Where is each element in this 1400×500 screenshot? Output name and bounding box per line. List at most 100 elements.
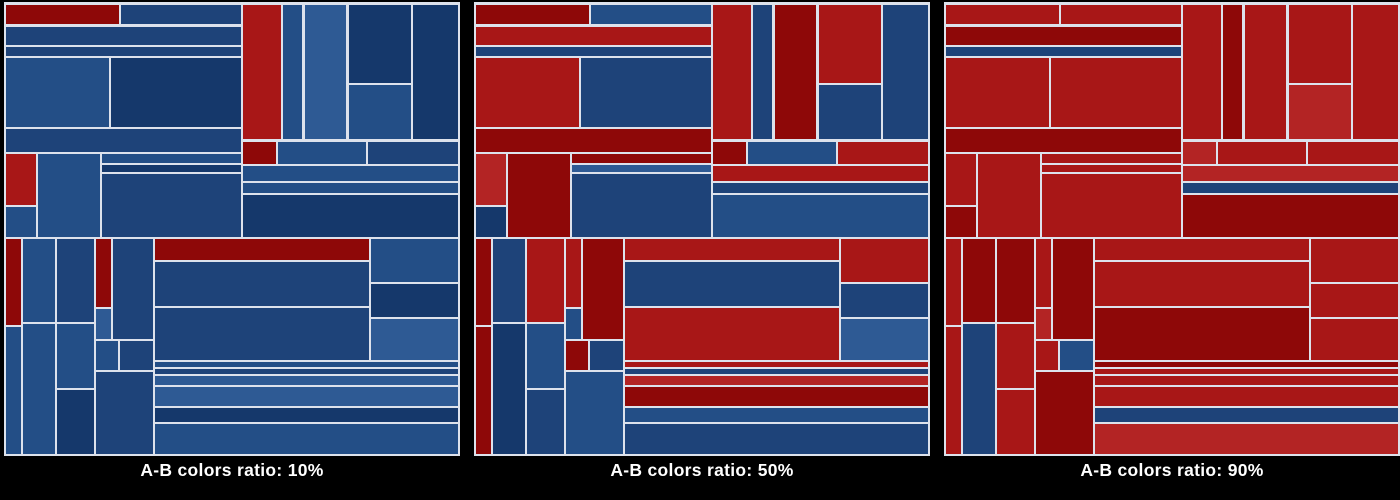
treemap-cell — [474, 325, 493, 456]
treemap-cell — [1034, 307, 1053, 341]
treemap-cell — [241, 140, 278, 166]
treemap-cell — [839, 317, 930, 362]
treemap-cell — [1309, 237, 1400, 284]
treemap-cell — [1034, 339, 1060, 372]
treemap-cell — [100, 163, 243, 174]
treemap-cell — [153, 385, 460, 408]
treemap-cell — [369, 282, 460, 319]
treemap-cell — [94, 307, 113, 341]
treemap-cell — [944, 25, 1183, 47]
panel-caption: A-B colors ratio: 50% — [610, 460, 794, 480]
treemap-cell — [1181, 181, 1400, 195]
treemap-cell — [55, 322, 96, 390]
treemap-cell — [570, 152, 713, 165]
treemap-cell — [944, 205, 978, 239]
panel-caption: A-B colors ratio: 10% — [140, 460, 324, 480]
treemap-cell — [21, 322, 57, 456]
treemap-cell — [1093, 360, 1400, 369]
treemap-cell — [579, 56, 713, 129]
treemap-cell — [1093, 367, 1400, 376]
treemap-cell — [4, 45, 243, 58]
treemap-cell — [1040, 152, 1183, 165]
treemap-cell — [4, 205, 38, 239]
treemap-cell — [711, 3, 753, 141]
treemap-cell — [153, 406, 460, 424]
treemap-cell — [109, 56, 243, 129]
treemap-cell — [1049, 56, 1183, 129]
treemap-cell — [1058, 339, 1095, 372]
treemap-cell — [564, 370, 625, 456]
treemap-cell — [525, 322, 566, 390]
treemap-cell — [474, 56, 581, 129]
treemap-cell — [4, 127, 243, 154]
treemap-cell — [4, 3, 121, 26]
treemap-cell — [525, 237, 566, 324]
treemap-cell — [1093, 385, 1400, 408]
treemap-cell — [474, 127, 713, 154]
treemap-cell — [303, 3, 348, 141]
treemap-cell — [525, 388, 566, 456]
treemap-cell — [961, 237, 997, 324]
treemap-cell — [474, 25, 713, 47]
treemap-cell — [711, 140, 748, 166]
treemap-cell — [1093, 422, 1400, 456]
treemap-cell — [589, 3, 713, 26]
treemap-cell — [1181, 193, 1400, 239]
treemap-cell — [474, 237, 493, 327]
treemap-cell — [491, 237, 527, 324]
treemap-cell — [1034, 370, 1095, 456]
treemap-cell — [623, 422, 930, 456]
treemap-cell — [711, 193, 930, 239]
treemap-cell — [817, 3, 883, 85]
treemap-cell — [1287, 3, 1353, 85]
treemap-cell — [995, 388, 1036, 456]
treemap-cell — [1181, 3, 1223, 141]
treemap-cell — [1216, 140, 1308, 166]
treemap-cell — [276, 140, 368, 166]
treemap-cell — [36, 152, 102, 239]
treemap-cell — [1059, 3, 1183, 26]
treemap-cell — [564, 307, 583, 341]
treemap-cell — [94, 339, 120, 372]
treemap-cell — [564, 339, 590, 372]
treemap-cell — [347, 3, 413, 85]
treemap-cell — [118, 339, 155, 372]
treemap-cell — [564, 237, 583, 309]
treemap-panel-ratio-90 — [944, 2, 1400, 456]
treemap-cell — [623, 367, 930, 376]
treemap-cell — [506, 152, 572, 239]
treemap-cell — [241, 164, 460, 183]
treemap-cell — [570, 172, 713, 239]
panel-caption: A-B colors ratio: 90% — [1080, 460, 1264, 480]
treemap-cell — [100, 172, 243, 239]
treemap-cell — [153, 367, 460, 376]
treemap-cell — [347, 83, 413, 141]
treemap-cell — [474, 45, 713, 58]
treemap-cell — [21, 237, 57, 324]
treemap-cell — [995, 322, 1036, 390]
treemap-cell — [944, 325, 963, 456]
treemap-cell — [1181, 140, 1218, 166]
treemap-cell — [839, 237, 930, 284]
treemap-cell — [369, 237, 460, 284]
treemap-cell — [241, 3, 283, 141]
treemap-cell — [369, 317, 460, 362]
treemap-cell — [817, 83, 883, 141]
treemap-cell — [773, 3, 818, 141]
treemap-cell — [411, 3, 460, 141]
treemap-cell — [281, 3, 304, 141]
treemap-cell — [1040, 172, 1183, 239]
treemap-cell — [944, 127, 1183, 154]
treemap-cell — [623, 374, 930, 387]
treemap-cell — [55, 237, 96, 324]
treemap-cell — [944, 45, 1183, 58]
treemap-cell — [241, 181, 460, 195]
treemap-cell — [153, 360, 460, 369]
treemap-cell — [94, 370, 155, 456]
treemap-cell — [751, 3, 774, 141]
treemap-cell — [944, 3, 1061, 26]
treemap-cell — [1093, 406, 1400, 424]
treemap-cell — [623, 360, 930, 369]
treemap-cell — [153, 422, 460, 456]
